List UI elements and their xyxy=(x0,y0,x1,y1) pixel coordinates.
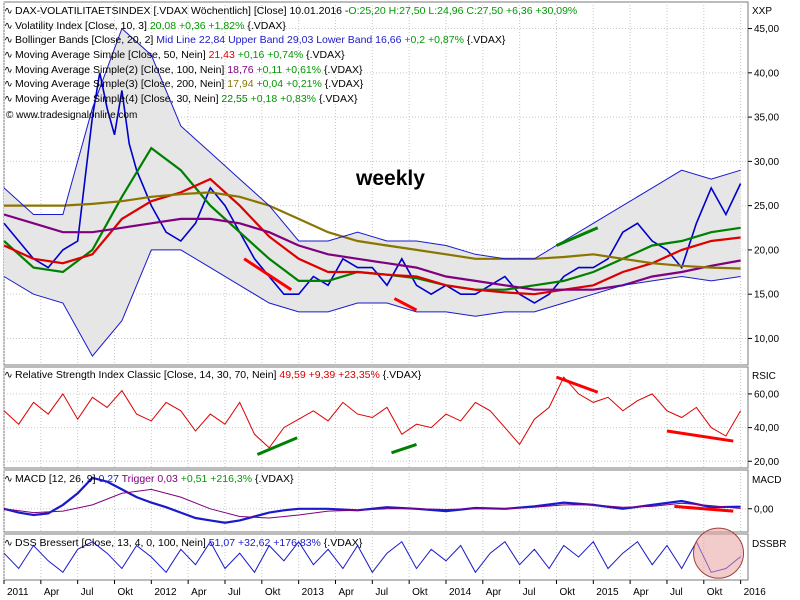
y-tick-label: 0,00 xyxy=(754,504,774,515)
x-tick-label: Jul xyxy=(523,587,536,598)
series-rsi xyxy=(3,376,742,449)
highlight-circle xyxy=(693,527,745,579)
x-tick-label: Jul xyxy=(670,587,683,598)
axis-strip xyxy=(748,0,800,600)
legend-row-ma30: ∿ Moving Average Simple(4) [Close, 30, Ne… xyxy=(4,93,358,106)
watermark: © www.tradesignalonline.com xyxy=(6,110,138,121)
pane-frame-dss xyxy=(3,533,749,581)
series-ma-100 xyxy=(3,213,741,291)
x-tick-label: 2011 xyxy=(7,587,29,598)
series-ma-50 xyxy=(3,177,741,296)
legend-row-dss: ∿ DSS Bressert [Close, 13, 4, 0, 100, Nei… xyxy=(4,537,363,549)
trendline xyxy=(243,257,293,291)
x-tick-label: 2012 xyxy=(154,587,177,598)
series-trigger xyxy=(3,488,741,519)
trendline xyxy=(393,297,418,312)
legend-row-ma100: ∿ Moving Average Simple(2) [Close, 100, N… xyxy=(4,63,363,76)
y-tick-label: 40,00 xyxy=(754,423,779,434)
x-tick-label: 2015 xyxy=(596,587,619,598)
y-tick-label: 15,00 xyxy=(754,290,779,301)
dss-legend: ∿ DSS Bressert [Close, 13, 4, 0, 100, Nei… xyxy=(4,536,362,551)
x-tick-label: 2014 xyxy=(449,587,472,598)
x-tick-label: Jul xyxy=(81,587,94,598)
x-tick-label: Okt xyxy=(265,587,281,598)
x-tick-label: Apr xyxy=(633,587,649,598)
legend-row-rsi: ∿ Relative Strength Index Classic [Close,… xyxy=(4,369,422,381)
price-pane-label: XXP xyxy=(752,6,773,17)
y-tick-label: 10,00 xyxy=(754,334,779,345)
trendline xyxy=(666,429,734,443)
price-legend: ∿ DAX-VOLATILITAETSINDEX [.VDAX Wöchentli… xyxy=(4,4,577,107)
y-tick-label: 35,00 xyxy=(754,113,779,124)
x-tick-label: 2013 xyxy=(302,587,325,598)
rsi-pane-label: RSIC xyxy=(752,371,776,382)
x-tick-label: Apr xyxy=(486,587,502,598)
series-bollinger-upper xyxy=(3,27,741,260)
series-dss xyxy=(3,540,741,574)
x-tick-label: Okt xyxy=(412,587,428,598)
rsi-legend: ∿ Relative Strength Index Classic [Close,… xyxy=(4,368,421,383)
trendline xyxy=(390,443,417,455)
x-tick-label: Okt xyxy=(117,587,133,598)
trendline xyxy=(256,436,298,456)
series-bollinger-lower xyxy=(3,249,741,357)
x-tick-label: Apr xyxy=(191,587,207,598)
x-tick-label: 2016 xyxy=(744,587,767,598)
legend-row-ma200: ∿ Moving Average Simple(3) [Close, 200, N… xyxy=(4,78,364,91)
y-tick-label: 20,00 xyxy=(754,245,779,256)
dss-pane-label: DSSBR xyxy=(752,539,787,550)
bollinger-band-fill xyxy=(4,28,741,357)
x-tick-label: Okt xyxy=(559,587,575,598)
y-tick-label: 20,00 xyxy=(754,457,779,468)
x-tick-label: Okt xyxy=(707,587,723,598)
x-tick-label: Jul xyxy=(375,587,388,598)
x-tick-label: Apr xyxy=(338,587,354,598)
x-tick-label: Jul xyxy=(228,587,241,598)
series-ma-200 xyxy=(4,191,741,270)
y-tick-label: 60,00 xyxy=(754,389,779,400)
trendline xyxy=(555,375,599,394)
x-tick-label: Apr xyxy=(44,587,60,598)
y-tick-label: 45,00 xyxy=(754,24,779,35)
legend-row-volatility-index: ∿ Volatility Index [Close, 10, 3] 20,08 +… xyxy=(4,19,286,32)
legend-row-ma50: ∿ Moving Average Simple [Close, 50, Nein]… xyxy=(4,49,345,62)
pane-frame-rsi xyxy=(3,366,749,469)
trendline xyxy=(555,226,599,247)
y-tick-label: 30,00 xyxy=(754,157,779,168)
series-macd xyxy=(3,476,741,524)
y-tick-label: 25,00 xyxy=(754,201,779,212)
legend-row-macd: ∿ MACD [12, 26, 9] 0,27 Trigger 0,03 +0,5… xyxy=(4,473,294,485)
macd-pane-label: MACD xyxy=(752,475,782,486)
trendline xyxy=(674,504,734,513)
legend-row-bollinger: ∿ Bollinger Bands [Close, 20, 2] Mid Line… xyxy=(4,34,506,47)
pane-frame-macd xyxy=(3,469,749,533)
y-tick-label: 40,00 xyxy=(754,68,779,79)
legend-row-vdax: ∿ DAX-VOLATILITAETSINDEX [.VDAX Wöchentli… xyxy=(4,5,578,17)
weekly-annotation: weekly xyxy=(356,167,425,190)
macd-legend: ∿ MACD [12, 26, 9] 0,27 Trigger 0,03 +0,5… xyxy=(4,472,293,487)
